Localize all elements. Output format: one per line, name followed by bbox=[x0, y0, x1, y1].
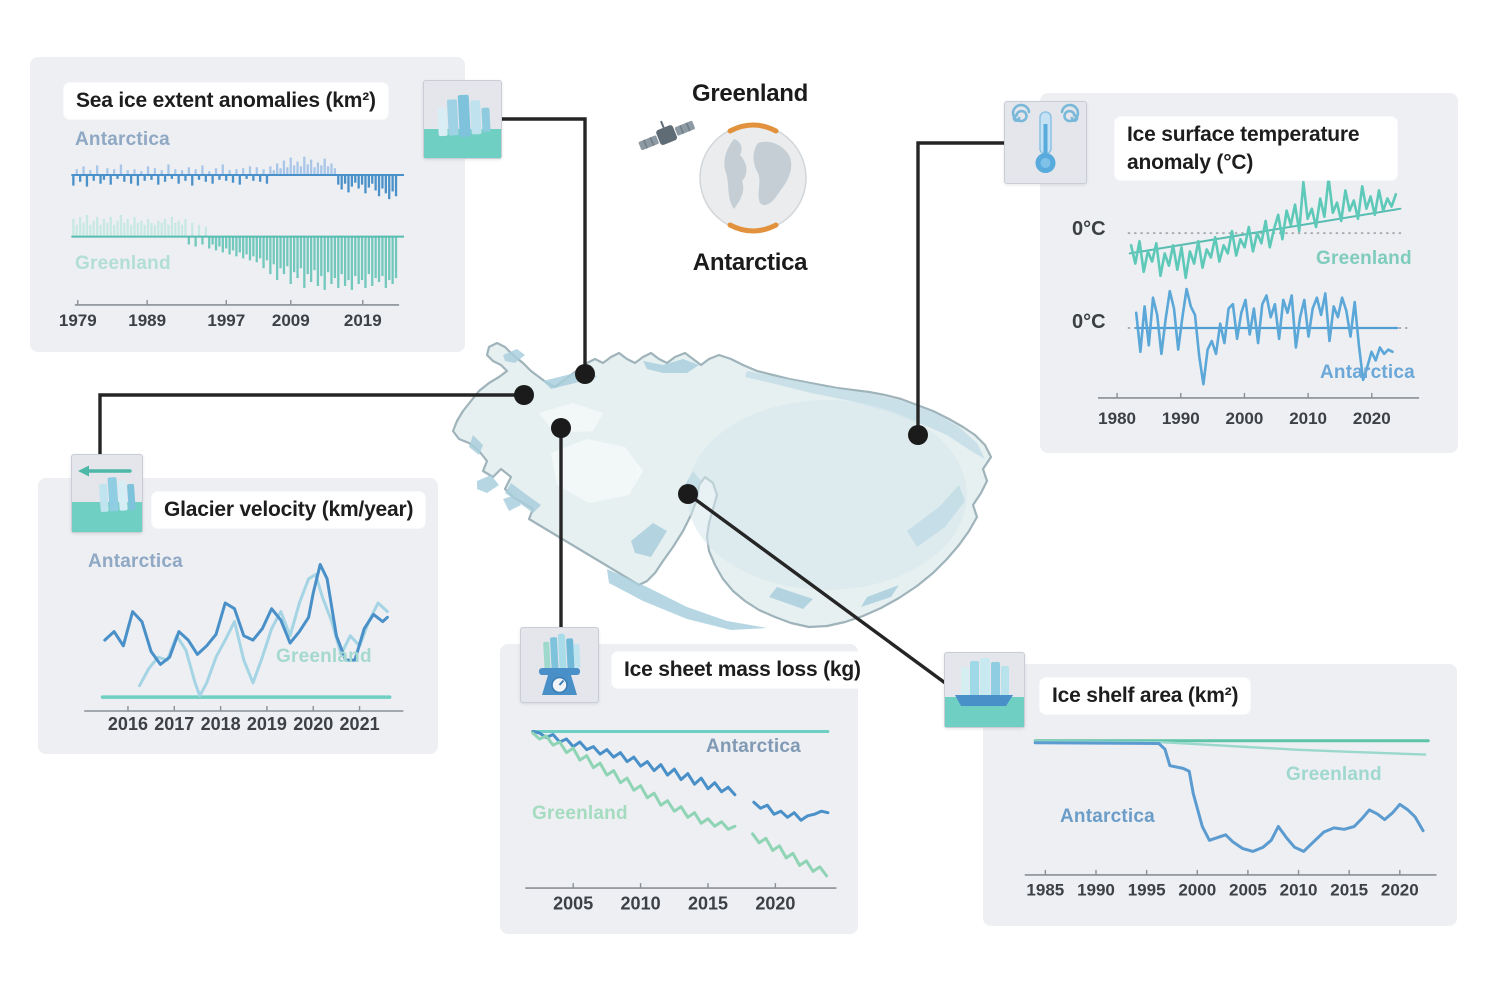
connector-shelf bbox=[686, 492, 954, 690]
globe-americas bbox=[724, 139, 747, 209]
map-northeast-shade bbox=[745, 371, 985, 459]
ice-columns-icon bbox=[543, 633, 581, 670]
shelf-antarctica-label: Antarctica bbox=[1060, 806, 1155, 827]
wind-swirl-icon bbox=[1011, 103, 1080, 123]
svg-text:2010: 2010 bbox=[621, 893, 661, 913]
svg-text:2016: 2016 bbox=[108, 714, 148, 734]
svg-text:2005: 2005 bbox=[1229, 880, 1267, 899]
sea-ice-icon bbox=[423, 80, 502, 159]
svg-text:2020: 2020 bbox=[755, 893, 795, 913]
svg-text:1990: 1990 bbox=[1077, 880, 1115, 899]
dot-sea-ice bbox=[575, 364, 595, 384]
iceberg-icon bbox=[437, 94, 491, 138]
svg-text:2010: 2010 bbox=[1280, 880, 1318, 899]
dot-mass bbox=[551, 418, 571, 438]
svg-text:2017: 2017 bbox=[154, 714, 194, 734]
svg-text:2021: 2021 bbox=[340, 714, 380, 734]
weighing-scale-icon bbox=[539, 668, 580, 695]
glacier-velocity-title: Glacier velocity (km/year) bbox=[152, 492, 426, 528]
sea-ice-title: Sea ice extent anomalies (km²) bbox=[64, 83, 388, 119]
svg-text:1995: 1995 bbox=[1128, 880, 1166, 899]
thermometer-icon bbox=[1035, 111, 1056, 173]
antarctica-map bbox=[451, 341, 993, 630]
sea-ice-panel: 1979 1989 1997 2009 2019 Sea ice extent anom… bbox=[30, 57, 465, 352]
mass-scale-icon bbox=[520, 627, 599, 703]
svg-text:2020: 2020 bbox=[1353, 409, 1391, 428]
svg-text:2015: 2015 bbox=[1330, 880, 1368, 899]
connector-temperature bbox=[916, 141, 1006, 435]
ice-shelf-chart: 1985 1990 1995 2000 2005 2010 2015 2020 bbox=[1024, 739, 1437, 899]
sea-ice-chart: 1979 1989 1997 2009 2019 bbox=[59, 156, 405, 330]
temperature-title: Ice surface temperature anomaly (°C) bbox=[1115, 117, 1397, 181]
svg-text:2019: 2019 bbox=[344, 311, 382, 330]
left-arrow-icon bbox=[78, 465, 132, 477]
svg-text:2000: 2000 bbox=[1226, 409, 1264, 428]
shelf-columns-icon bbox=[961, 658, 1009, 699]
ice-shelf-title: Ice shelf area (km²) bbox=[1040, 678, 1251, 714]
svg-text:1985: 1985 bbox=[1026, 880, 1064, 899]
dot-temperature bbox=[908, 425, 928, 445]
mass-antarctica-label: Antarctica bbox=[706, 736, 801, 757]
globe-antarctica-label: Antarctica bbox=[692, 249, 808, 276]
svg-text:2010: 2010 bbox=[1289, 409, 1327, 428]
connector-sea-ice bbox=[500, 117, 587, 374]
svg-text:2015: 2015 bbox=[688, 893, 728, 913]
sea-ice-greenland-label: Greenland bbox=[75, 253, 171, 274]
globe-greenland-highlight bbox=[727, 122, 779, 134]
glacier-greenland-label: Greenland bbox=[276, 646, 372, 667]
svg-text:2020: 2020 bbox=[293, 714, 333, 734]
svg-text:1979: 1979 bbox=[59, 311, 97, 330]
temperature-icon bbox=[1004, 101, 1087, 184]
glacier-antarctica-label: Antarctica bbox=[88, 551, 183, 572]
shelf-waterline-icon bbox=[955, 695, 1013, 706]
glacier-icon bbox=[98, 477, 136, 513]
temperature-antarctica-label: Antarctica bbox=[1320, 362, 1415, 383]
zero-celsius-label-greenland: 0°C bbox=[1072, 218, 1106, 240]
glacier-velocity-icon bbox=[71, 454, 143, 533]
glacier-velocity-chart: 2016 2017 2018 2019 2020 2021 bbox=[84, 563, 404, 734]
svg-text:2009: 2009 bbox=[272, 311, 310, 330]
svg-text:1997: 1997 bbox=[207, 311, 245, 330]
ice-shelf-icon bbox=[944, 652, 1025, 728]
ice-shelf-panel: 1985 1990 1995 2000 2005 2010 2015 2020 Ice she… bbox=[983, 664, 1457, 926]
globe-icon bbox=[699, 122, 807, 234]
shelf-greenland-label: Greenland bbox=[1286, 764, 1382, 785]
temperature-chart: 1980 1990 2000 2010 2020 bbox=[1098, 176, 1420, 428]
svg-text:2018: 2018 bbox=[201, 714, 241, 734]
dot-glacier bbox=[514, 385, 534, 405]
svg-text:1980: 1980 bbox=[1098, 409, 1136, 428]
globe-africa-europe bbox=[753, 141, 792, 206]
dot-shelf bbox=[678, 484, 698, 504]
temperature-greenland-label: Greenland bbox=[1316, 248, 1412, 269]
glacier-velocity-panel: 2016 2017 2018 2019 2020 2021 Glacier velocit… bbox=[38, 478, 438, 754]
connector-glacier bbox=[98, 393, 524, 456]
globe-greenland-label: Greenland bbox=[692, 80, 808, 107]
svg-text:2000: 2000 bbox=[1178, 880, 1216, 899]
svg-text:1989: 1989 bbox=[128, 311, 166, 330]
map-marker-dots bbox=[514, 364, 928, 504]
globe-antarctica-highlight bbox=[727, 222, 779, 234]
satellite-icon bbox=[638, 120, 695, 151]
map-inner-shade bbox=[687, 400, 967, 590]
mass-loss-chart: 2005 2010 2015 2020 bbox=[525, 730, 837, 913]
mass-loss-title: Ice sheet mass loss (kg) bbox=[612, 652, 873, 688]
temperature-panel: 1980 1990 2000 2010 2020 Ice surface tempera… bbox=[1040, 93, 1458, 453]
sea-ice-antarctica-label: Antarctica bbox=[75, 129, 170, 150]
zero-celsius-label-antarctica: 0°C bbox=[1072, 311, 1106, 333]
svg-text:2005: 2005 bbox=[553, 893, 593, 913]
svg-text:2020: 2020 bbox=[1381, 880, 1419, 899]
svg-text:1990: 1990 bbox=[1162, 409, 1200, 428]
svg-text:2019: 2019 bbox=[247, 714, 287, 734]
mass-greenland-label: Greenland bbox=[532, 803, 628, 824]
